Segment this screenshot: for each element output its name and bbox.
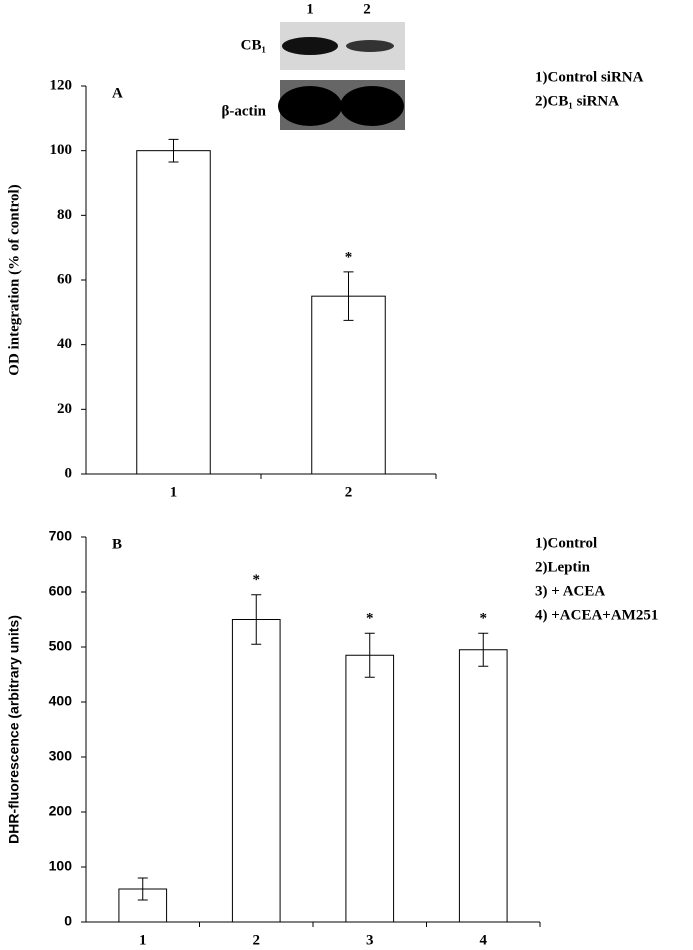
y-tick-label: 100 bbox=[49, 858, 73, 874]
blot-row-label: CB₁ bbox=[241, 37, 266, 53]
error-bar bbox=[364, 632, 375, 678]
blot-band bbox=[278, 86, 342, 126]
blot-lane-label: 2 bbox=[363, 1, 371, 17]
bar bbox=[136, 150, 211, 475]
y-tick-label: 600 bbox=[49, 583, 73, 599]
y-tick-label: 700 bbox=[49, 528, 73, 544]
significance-mark: * bbox=[253, 572, 261, 588]
bar bbox=[345, 654, 395, 923]
x-tick-label: 2 bbox=[345, 484, 353, 500]
legend-entry: 2)Leptin bbox=[535, 559, 591, 575]
panel-label: A bbox=[112, 85, 123, 101]
y-tick-label: 100 bbox=[50, 142, 73, 158]
legend-entry: 2)CB₁ siRNA bbox=[535, 93, 619, 109]
legend-entry: 1)Control bbox=[535, 535, 597, 551]
y-axis-label: OD integration (% of control) bbox=[6, 184, 22, 375]
legend-entry: 3) + ACEA bbox=[535, 583, 605, 599]
y-tick-label: 400 bbox=[49, 693, 73, 709]
blot-band bbox=[346, 40, 394, 52]
y-tick-label: 60 bbox=[57, 271, 72, 287]
bar bbox=[458, 649, 508, 923]
y-tick-label: 0 bbox=[65, 465, 73, 481]
blot-band bbox=[282, 37, 338, 55]
y-tick-label: 120 bbox=[50, 77, 73, 93]
blot-row-label: β-actin bbox=[221, 103, 266, 119]
error-bar bbox=[478, 632, 489, 667]
x-tick-label: 3 bbox=[366, 932, 374, 948]
error-bar bbox=[251, 594, 262, 645]
y-axis-label: DHR-fluorescence (arbitrary units) bbox=[6, 615, 22, 844]
y-tick-label: 300 bbox=[49, 748, 73, 764]
significance-mark: * bbox=[480, 611, 488, 627]
bar bbox=[311, 295, 386, 475]
x-tick-label: 1 bbox=[139, 932, 147, 948]
blot-lane-label: 1 bbox=[306, 1, 314, 17]
x-tick-label: 2 bbox=[253, 932, 261, 948]
error-bar bbox=[137, 877, 148, 901]
x-tick-label: 4 bbox=[480, 932, 488, 948]
significance-mark: * bbox=[345, 249, 353, 265]
y-tick-label: 20 bbox=[57, 401, 72, 417]
legend-entry: 1)Control siRNA bbox=[535, 69, 644, 85]
y-tick-label: 200 bbox=[49, 803, 73, 819]
bar bbox=[231, 619, 281, 923]
x-tick-label: 1 bbox=[170, 484, 178, 500]
y-tick-label: 0 bbox=[64, 913, 72, 929]
y-tick-label: 40 bbox=[57, 336, 72, 352]
blot-band bbox=[340, 86, 404, 126]
panel-label: B bbox=[112, 536, 122, 552]
error-bar bbox=[343, 271, 354, 321]
y-tick-label: 500 bbox=[49, 638, 73, 654]
error-bar bbox=[168, 138, 179, 163]
legend-entry: 4) +ACEA+AM251 bbox=[535, 607, 658, 623]
y-tick-label: 80 bbox=[57, 207, 72, 223]
significance-mark: * bbox=[366, 611, 374, 627]
